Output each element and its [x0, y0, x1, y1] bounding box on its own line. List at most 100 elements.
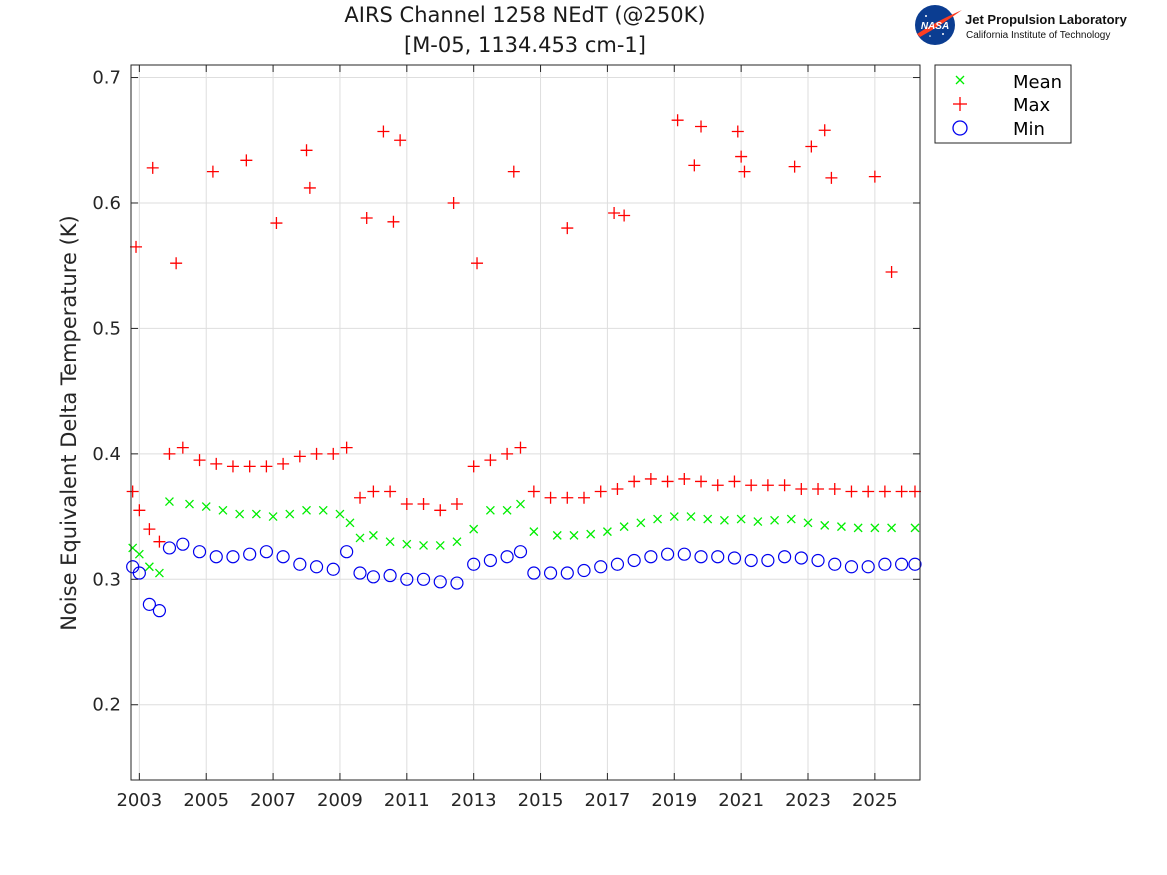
data-point-mean — [385, 537, 395, 547]
data-point-max — [908, 485, 921, 498]
y-tick-label: 0.2 — [92, 695, 121, 716]
legend-marker-min — [952, 120, 968, 136]
data-point-min — [176, 537, 190, 551]
data-point-mean — [355, 533, 365, 543]
data-point-mean — [753, 517, 763, 527]
series-mean — [128, 497, 920, 578]
data-point-max — [377, 125, 390, 138]
x-tick-label: 2005 — [183, 790, 229, 811]
data-point-mean — [803, 518, 813, 528]
data-point-max — [394, 134, 407, 147]
data-point-min — [711, 550, 725, 564]
data-point-max — [467, 460, 480, 473]
data-point-mean — [836, 522, 846, 532]
x-tick-label: 2003 — [116, 790, 162, 811]
data-point-min — [243, 547, 257, 561]
data-point-min — [192, 545, 207, 559]
data-point-max — [594, 485, 607, 498]
data-point-mean — [335, 509, 345, 519]
y-tick-label: 0.7 — [92, 68, 121, 89]
data-point-min — [467, 557, 481, 571]
data-point-max — [243, 460, 256, 473]
data-point-max — [671, 114, 684, 127]
data-point-max — [544, 491, 557, 504]
data-point-mean — [235, 509, 245, 519]
x-tick-label: 2017 — [585, 790, 631, 811]
x-axis-ticks: 2003 2005 2007 2009 2011 2013 2015 2017 2019 2021… — [116, 65, 898, 811]
data-point-mean — [619, 522, 629, 532]
data-point-mean — [302, 505, 311, 515]
data-point-min — [744, 553, 758, 568]
data-point-max — [417, 498, 430, 511]
data-point-max — [143, 523, 156, 536]
jpl-logo: NASA Jet Propulsion Laboratory Californi… — [915, 5, 1128, 45]
data-point-mean — [285, 509, 295, 519]
data-point-max — [788, 160, 801, 173]
data-point-max — [895, 485, 908, 498]
legend-label-max: Max — [1013, 95, 1051, 116]
y-axis-ticks: 0.2 0.3 0.4 0.5 0.6 0.7 — [92, 68, 920, 716]
data-point-min — [761, 553, 775, 568]
nasa-badge-text: NASA — [921, 21, 949, 32]
data-point-mean — [853, 523, 863, 533]
data-point-max — [360, 212, 373, 225]
data-point-max — [818, 124, 831, 137]
data-point-max — [170, 257, 183, 270]
data-point-max — [277, 457, 290, 470]
data-point-max — [507, 165, 520, 178]
data-point-max — [260, 460, 273, 473]
x-tick-label: 2011 — [384, 790, 430, 811]
data-point-mean — [368, 530, 378, 540]
data-point-max — [471, 257, 484, 270]
data-point-mean — [419, 540, 428, 550]
chart-title-line1: AIRS Channel 1258 NEdT (@250K) — [344, 3, 705, 27]
data-point-mean — [469, 524, 479, 534]
data-point-max — [176, 441, 189, 454]
data-point-max — [270, 217, 283, 230]
data-point-max — [862, 485, 875, 498]
y-axis-label: Noise Equivalent Delta Temperature (K) — [57, 215, 81, 631]
data-point-max — [226, 460, 239, 473]
data-point-max — [878, 485, 891, 498]
legend-label-mean: Mean — [1013, 72, 1062, 93]
data-point-min — [895, 557, 909, 571]
data-point-mean — [218, 505, 228, 515]
data-point-mean — [719, 515, 729, 525]
data-point-mean — [529, 527, 539, 537]
data-point-mean — [402, 539, 412, 549]
data-point-max — [805, 140, 818, 153]
data-point-max — [868, 170, 881, 183]
data-point-max — [618, 209, 631, 222]
data-point-mean — [736, 514, 746, 524]
data-point-max — [795, 482, 808, 495]
data-point-min — [132, 566, 146, 580]
data-point-max — [735, 150, 748, 163]
jpl-org-sub: California Institute of Technology — [966, 30, 1110, 41]
data-point-mean — [870, 523, 880, 533]
data-point-mean — [586, 529, 596, 539]
data-point-max — [711, 479, 724, 492]
legend-marker-max — [953, 97, 967, 111]
data-point-max — [761, 479, 774, 492]
x-tick-label: 2019 — [651, 790, 697, 811]
data-point-min — [400, 572, 414, 586]
data-point-max — [133, 504, 146, 517]
data-point-min — [560, 566, 574, 580]
data-point-min — [594, 560, 608, 574]
series-min — [126, 537, 922, 618]
data-point-max — [293, 450, 306, 463]
data-point-max — [608, 207, 621, 220]
data-point-max — [303, 181, 316, 194]
data-point-min — [366, 570, 380, 584]
data-point-min — [416, 572, 431, 586]
series-max — [126, 114, 921, 548]
grid-lines — [131, 65, 920, 780]
data-point-max — [778, 479, 791, 492]
data-point-mean — [669, 512, 679, 522]
data-point-min — [908, 557, 922, 571]
data-point-max — [695, 120, 708, 133]
data-point-min — [878, 557, 892, 571]
data-point-min — [660, 547, 675, 561]
data-point-max — [611, 482, 624, 495]
